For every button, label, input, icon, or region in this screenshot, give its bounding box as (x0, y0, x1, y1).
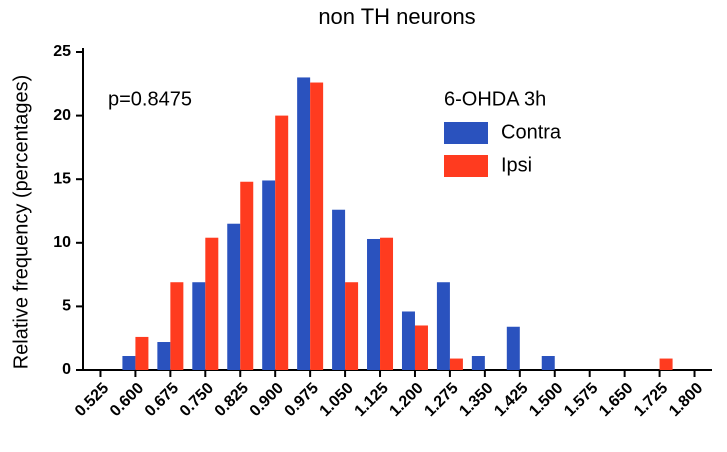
x-tick-label: 0.600 (107, 380, 147, 420)
legend-label: Ipsi (501, 154, 532, 176)
y-tick-label: 0 (62, 361, 71, 378)
x-tick-label: 1.425 (491, 380, 531, 420)
bar (122, 356, 136, 370)
bar (262, 180, 276, 370)
x-tick-label: 0.975 (282, 380, 322, 420)
bar (135, 336, 149, 370)
bar (227, 223, 241, 370)
chart-title: non TH neurons (318, 4, 475, 29)
bar (157, 342, 171, 370)
x-tick-label: 0.525 (72, 380, 112, 420)
x-tick-label: 1.800 (666, 380, 706, 420)
x-tick-label: 1.200 (386, 380, 426, 420)
x-tick-label: 1.275 (421, 380, 461, 420)
bar (345, 282, 359, 370)
bar (297, 77, 311, 370)
x-tick-label: 0.675 (142, 380, 182, 420)
bar (275, 115, 289, 370)
y-tick-label: 10 (53, 234, 71, 251)
legend-swatch (444, 122, 488, 144)
x-tick-label: 0.825 (212, 380, 252, 420)
bar (310, 82, 324, 370)
bar (471, 356, 485, 370)
y-tick-label: 25 (53, 43, 71, 60)
x-tick-label: 0.900 (247, 380, 287, 420)
y-tick-label: 20 (53, 107, 71, 124)
x-tick-label: 1.500 (526, 380, 566, 420)
bar (449, 358, 463, 370)
legend-title: 6-OHDA 3h (444, 88, 546, 110)
bar (436, 282, 450, 370)
bar (659, 358, 673, 370)
x-tick-label: 1.125 (352, 380, 392, 420)
bar (367, 238, 381, 370)
x-tick-label: 1.050 (317, 380, 357, 420)
y-axis-label: Relative frequency (percentages) (10, 75, 32, 370)
bar (332, 209, 346, 370)
legend-swatch (444, 155, 488, 177)
x-tick-label: 1.725 (631, 380, 671, 420)
annotation: p=0.8475 (108, 88, 192, 110)
bar (414, 325, 428, 370)
y-tick-label: 15 (53, 170, 71, 187)
bar (240, 181, 254, 370)
bar (506, 326, 520, 370)
x-tick-label: 1.575 (561, 380, 601, 420)
y-tick-label: 5 (62, 298, 71, 315)
bar (192, 282, 206, 370)
bar (205, 237, 219, 370)
x-tick-label: 1.650 (596, 380, 636, 420)
legend-label: Contra (501, 121, 562, 143)
bar (380, 237, 394, 370)
x-tick-label: 0.750 (177, 380, 217, 420)
x-tick-label: 1.350 (456, 380, 496, 420)
bar (401, 311, 415, 370)
bar (170, 282, 184, 370)
bar (541, 356, 555, 370)
